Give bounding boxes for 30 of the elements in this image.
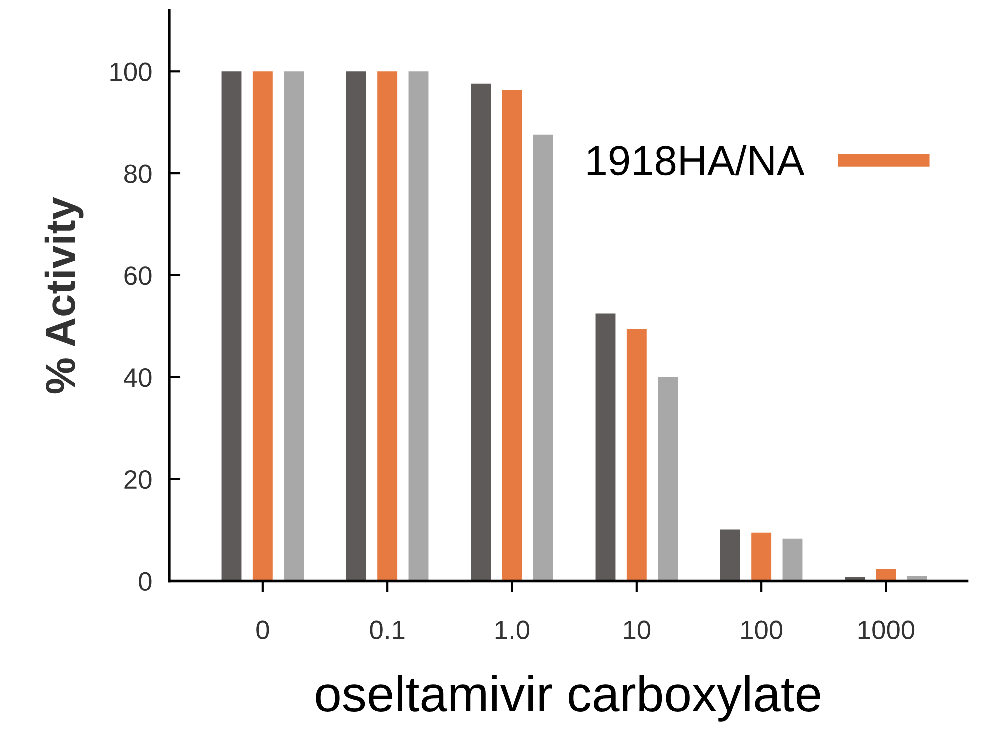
x-axis-title: oseltamivir carboxylate (316, 675, 820, 722)
legend-label: 1918HA/NA (588, 145, 805, 176)
bar (533, 134, 554, 582)
y-tick-label: 60 (124, 266, 152, 286)
y-tick-label: 40 (124, 368, 152, 388)
bar (346, 72, 366, 582)
x-tick-label: 100 (742, 620, 783, 640)
bar (658, 377, 678, 582)
bar (284, 72, 304, 582)
bar (782, 538, 803, 582)
bar (378, 72, 398, 582)
x-tick-label: 0 (256, 620, 270, 640)
y-tick-label: 20 (124, 470, 152, 490)
bar (502, 90, 522, 582)
bar (252, 72, 273, 582)
bar (408, 72, 429, 582)
y-axis-title: % Activity (44, 197, 84, 394)
bar (752, 532, 772, 582)
y-tick-label: 80 (124, 164, 152, 184)
y-tick-label: 100 (110, 62, 152, 82)
x-tick-label: 0.1 (370, 620, 405, 640)
y-tick-label: 0 (139, 572, 152, 592)
x-tick-label: 10 (624, 620, 651, 640)
bar (222, 72, 242, 582)
x-tick-label: 1000 (858, 620, 915, 640)
bar (720, 530, 740, 582)
x-tick-label: 1.0 (496, 620, 530, 640)
bar (471, 84, 492, 582)
bar (596, 314, 616, 582)
bar (626, 328, 647, 582)
